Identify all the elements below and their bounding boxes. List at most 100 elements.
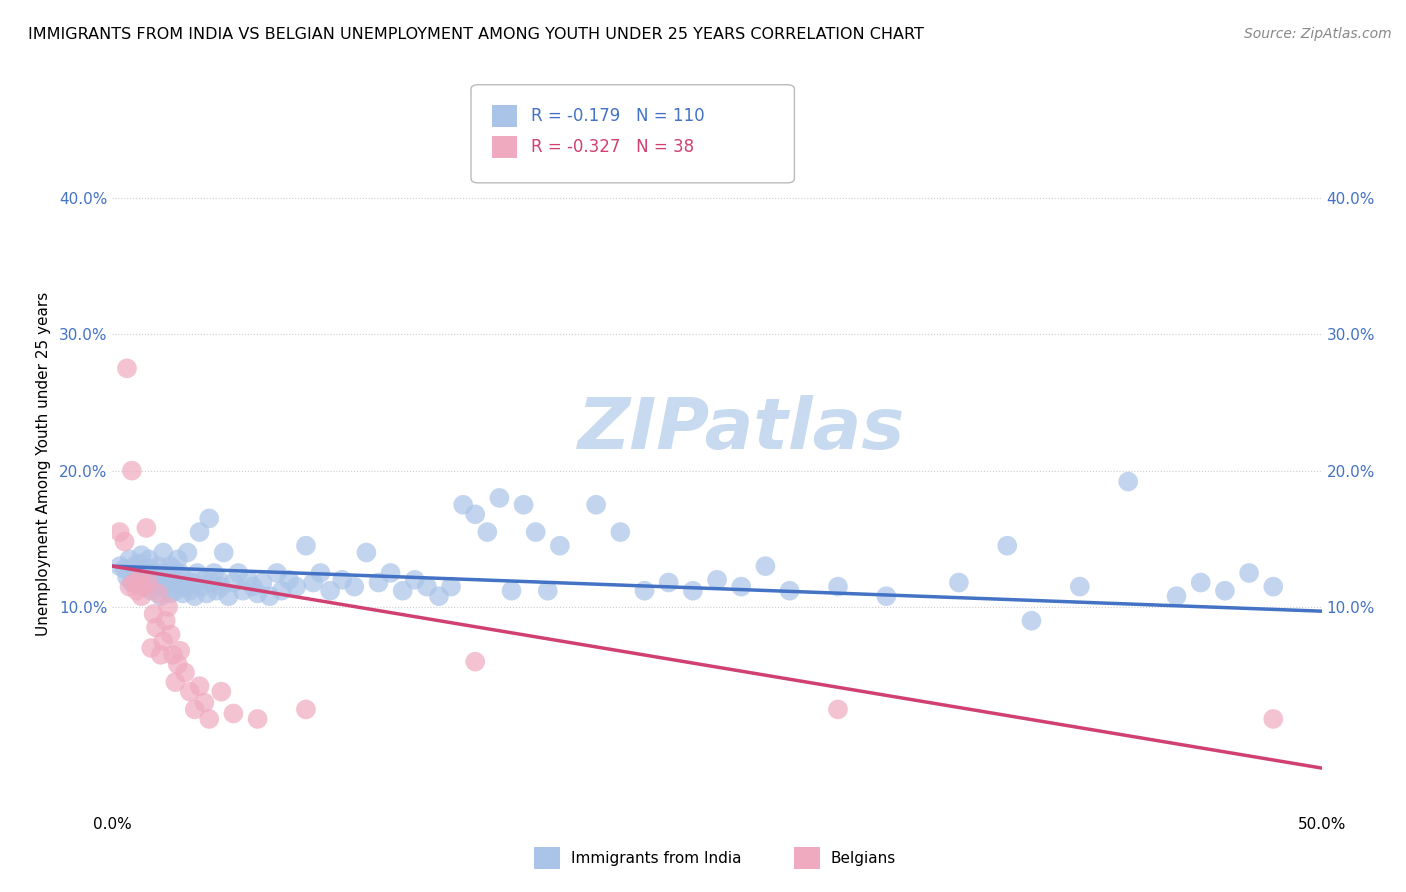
Point	[779, 583, 801, 598]
Point	[131, 573, 153, 587]
Point	[149, 648, 172, 662]
Point	[1166, 589, 1188, 603]
Point	[138, 552, 160, 566]
Point	[198, 712, 221, 726]
Text: Belgians: Belgians	[831, 851, 896, 865]
Text: IMMIGRANTS FROM INDIA VS BELGIAN UNEMPLOYMENT AMONG YOUTH UNDER 25 YEARS CORRELA: IMMIGRANTS FROM INDIA VS BELGIAN UNEMPLO…	[28, 27, 924, 42]
Point	[108, 559, 131, 574]
Point	[135, 521, 157, 535]
Point	[145, 573, 167, 587]
Point	[512, 498, 534, 512]
Point	[682, 583, 704, 598]
Point	[125, 566, 148, 580]
Point	[179, 583, 201, 598]
Point	[309, 566, 332, 580]
Point	[343, 580, 366, 594]
Point	[188, 679, 211, 693]
Point	[152, 545, 174, 559]
Point	[1021, 614, 1043, 628]
Point	[152, 566, 174, 580]
Point	[201, 575, 224, 590]
Point	[132, 562, 155, 576]
Point	[380, 566, 402, 580]
Point	[169, 575, 191, 590]
Point	[115, 570, 138, 584]
Point	[159, 627, 181, 641]
Point	[145, 580, 167, 594]
Point	[114, 562, 136, 576]
Point	[125, 583, 148, 598]
Point	[138, 575, 160, 590]
Point	[198, 511, 221, 525]
Point	[174, 573, 197, 587]
Point	[295, 702, 318, 716]
Point	[278, 573, 301, 587]
Point	[142, 607, 165, 621]
Text: R = -0.327   N = 38: R = -0.327 N = 38	[531, 138, 695, 156]
Point	[183, 702, 205, 716]
Point	[209, 580, 232, 594]
Point	[232, 583, 254, 598]
Point	[169, 566, 191, 580]
Point	[208, 573, 231, 587]
Point	[827, 580, 849, 594]
Point	[451, 498, 474, 512]
Point	[159, 586, 181, 600]
Point	[169, 644, 191, 658]
Point	[172, 586, 194, 600]
Text: ZIPatlas: ZIPatlas	[578, 394, 905, 464]
Point	[524, 524, 547, 539]
Point	[236, 573, 259, 587]
Point	[128, 573, 150, 587]
Point	[427, 589, 450, 603]
Point	[132, 580, 155, 594]
Point	[166, 657, 188, 672]
Point	[152, 634, 174, 648]
Point	[706, 573, 728, 587]
Point	[118, 552, 141, 566]
Point	[356, 545, 378, 559]
Point	[132, 580, 155, 594]
Point	[149, 589, 172, 603]
Point	[226, 566, 249, 580]
Point	[548, 539, 571, 553]
Point	[181, 575, 204, 590]
Point	[141, 562, 163, 576]
Point	[242, 580, 264, 594]
Point	[875, 589, 897, 603]
Point	[391, 583, 413, 598]
Point	[138, 575, 160, 590]
Point	[188, 524, 211, 539]
Point	[416, 580, 439, 594]
Point	[191, 580, 214, 594]
Text: Source: ZipAtlas.com: Source: ZipAtlas.com	[1244, 27, 1392, 41]
Point	[174, 665, 197, 680]
Point	[209, 684, 232, 698]
Point	[155, 575, 177, 590]
Point	[609, 524, 631, 539]
Point	[246, 712, 269, 726]
Point	[131, 589, 153, 603]
Point	[114, 534, 136, 549]
Point	[948, 575, 970, 590]
Point	[285, 580, 308, 594]
Point	[179, 684, 201, 698]
Point	[202, 566, 225, 580]
Point	[827, 702, 849, 716]
Point	[118, 580, 141, 594]
Point	[367, 575, 389, 590]
Point	[404, 573, 426, 587]
Point	[141, 640, 163, 655]
Point	[205, 583, 228, 598]
Point	[488, 491, 510, 505]
Point	[122, 575, 145, 590]
Point	[141, 583, 163, 598]
Y-axis label: Unemployment Among Youth under 25 years: Unemployment Among Youth under 25 years	[35, 292, 51, 636]
Point	[165, 583, 187, 598]
Point	[464, 508, 486, 522]
Point	[157, 600, 180, 615]
Point	[259, 589, 281, 603]
Point	[157, 580, 180, 594]
Point	[218, 589, 240, 603]
Point	[222, 706, 245, 721]
